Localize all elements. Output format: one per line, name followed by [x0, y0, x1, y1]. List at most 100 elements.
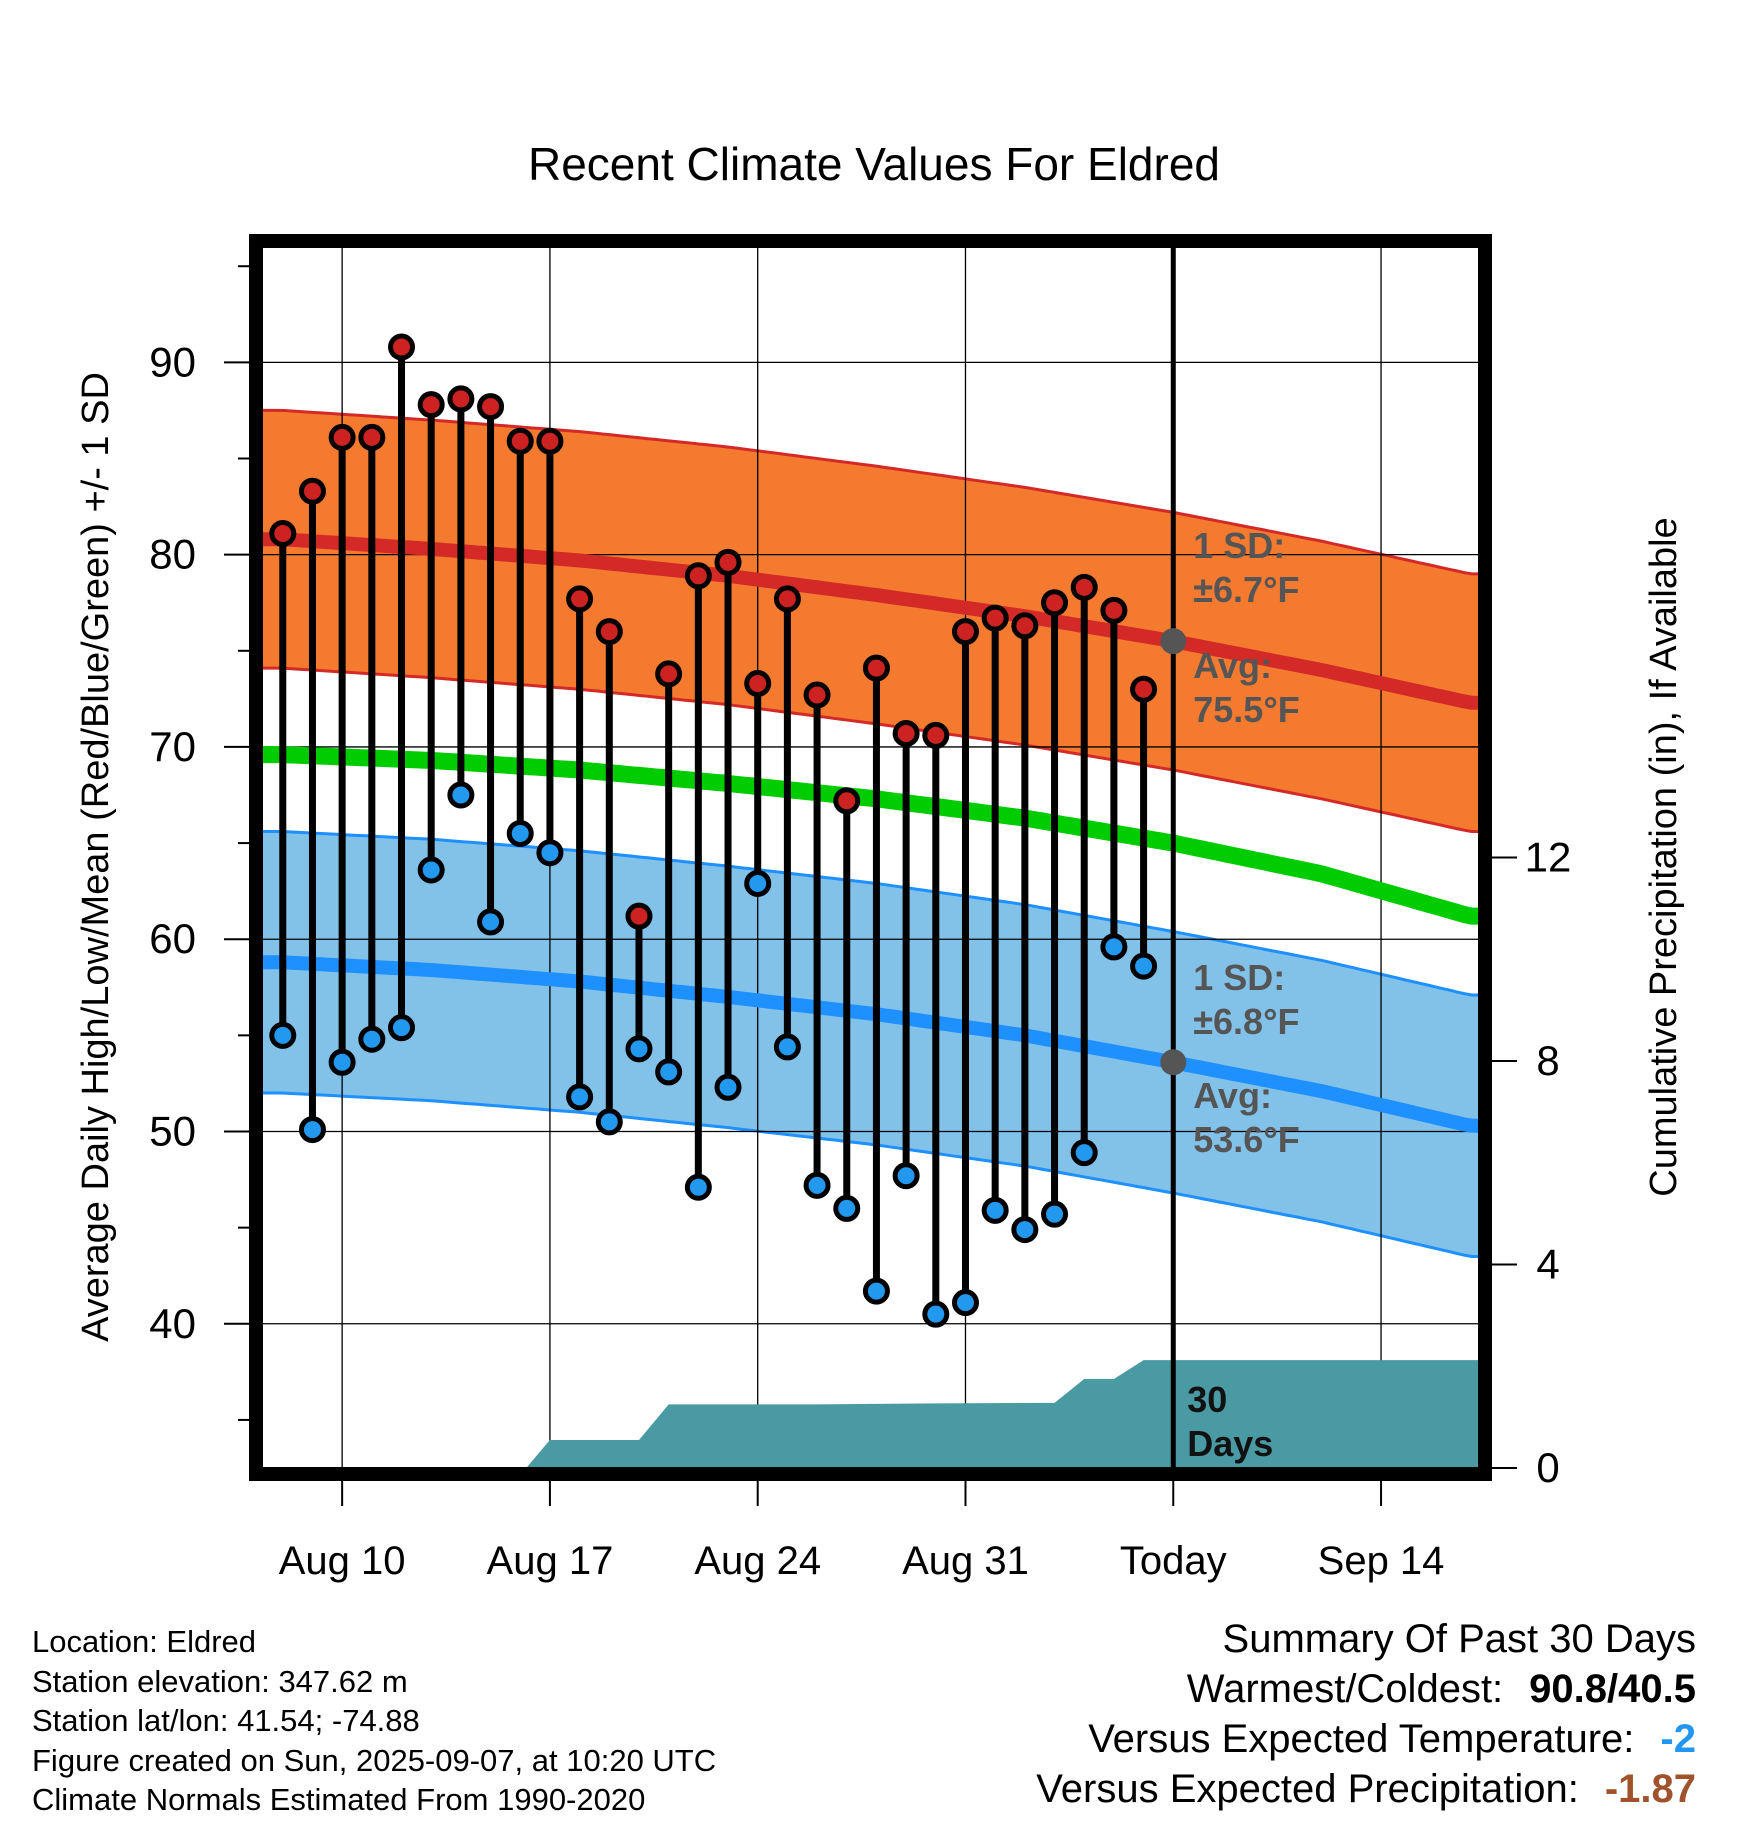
low-sd-band — [262, 831, 1479, 1257]
high-point-20 — [862, 654, 890, 682]
summary-precip-value: -1.87 — [1604, 1767, 1696, 1811]
low-point-16 — [744, 869, 772, 897]
summary-temp-value: -2 — [1660, 1717, 1696, 1761]
x-axis-label: Day — [838, 1605, 909, 1610]
low-point-29 — [1130, 952, 1158, 980]
chart-title: Recent Climate Values For Eldred — [528, 138, 1220, 190]
annotation-low-avg-0: Avg: — [1193, 1075, 1272, 1116]
low-point-22 — [922, 1300, 950, 1328]
low-point-19 — [833, 1194, 861, 1222]
high-point-13 — [655, 660, 683, 688]
low-point-27 — [1070, 1139, 1098, 1167]
low-point-8 — [506, 819, 534, 847]
high-point-25 — [1011, 612, 1039, 640]
xtick-label-21: Aug 31 — [902, 1539, 1029, 1583]
plot-frame — [249, 234, 1492, 1481]
annotation-high-sd-1: ±6.7°F — [1193, 569, 1299, 610]
normal-low-line — [262, 955, 1479, 1133]
low-point-9 — [536, 839, 564, 867]
high-point-19 — [833, 787, 861, 815]
today-high-avg-marker — [1160, 628, 1187, 655]
xtick-label-28: Today — [1120, 1539, 1227, 1583]
y2tick-label-4: 4 — [1536, 1241, 1559, 1288]
low-point-0 — [269, 1021, 297, 1049]
summary-warmest-value: 90.8/40.5 — [1529, 1667, 1696, 1711]
ytick-label-80: 80 — [149, 531, 196, 578]
low-point-18 — [803, 1171, 831, 1199]
high-point-29 — [1130, 675, 1158, 703]
annotation-precip-days-1: Days — [1187, 1423, 1273, 1464]
low-point-12 — [625, 1035, 653, 1063]
y2tick-label-8: 8 — [1536, 1037, 1559, 1084]
high-sd-band-upper-edge — [262, 408, 1479, 576]
annotation-precip-days-0: 30 — [1187, 1379, 1227, 1420]
high-point-17 — [773, 585, 801, 613]
info-elevation: Station elevation: 347.62 m — [32, 1663, 408, 1699]
y2tick-label-12: 12 — [1525, 834, 1572, 881]
high-point-15 — [714, 548, 742, 576]
high-point-23 — [951, 618, 979, 646]
high-point-12 — [625, 902, 653, 930]
low-sd-band-lower-edge — [262, 1091, 1479, 1258]
high-point-4 — [388, 333, 416, 361]
low-point-25 — [1011, 1216, 1039, 1244]
low-point-21 — [892, 1162, 920, 1190]
normal-high-line — [262, 532, 1479, 710]
xtick-label-7: Aug 17 — [487, 1539, 614, 1583]
ytick-label-90: 90 — [149, 338, 196, 385]
high-point-27 — [1070, 573, 1098, 601]
precip-area — [526, 1360, 1479, 1468]
normal-lines — [262, 247, 1479, 1468]
daily-range-bars — [279, 346, 1148, 1315]
annotation-high-sd-0: 1 SD: — [1193, 525, 1285, 566]
info-created: Figure created on Sun, 2025-09-07, at 10… — [32, 1742, 717, 1778]
low-point-17 — [773, 1033, 801, 1061]
station-info: Location: Eldred Station elevation: 347.… — [32, 1622, 716, 1820]
y2-axis-label: Cumulative Precipitation (in), If Availa… — [1643, 517, 1685, 1196]
low-point-5 — [417, 856, 445, 884]
ytick-label-40: 40 — [149, 1300, 196, 1347]
low-point-7 — [477, 908, 505, 936]
low-point-14 — [684, 1173, 712, 1201]
summary-warmest-row: Warmest/Coldest: 90.8/40.5 — [1036, 1664, 1696, 1714]
high-point-18 — [803, 681, 831, 709]
chart-text: Recent Climate Values For Eldred40506070… — [75, 138, 1685, 1610]
summary-precip-row: Versus Expected Precipitation: -1.87 — [1036, 1764, 1696, 1814]
high-point-1 — [298, 477, 326, 505]
low-point-6 — [447, 781, 475, 809]
axis-ticks — [224, 265, 1517, 1506]
low-point-11 — [595, 1108, 623, 1136]
daily-dots — [269, 333, 1187, 1328]
annotation-low-sd-0: 1 SD: — [1193, 957, 1285, 998]
high-point-0 — [269, 520, 297, 548]
xtick-label-0: Aug 10 — [279, 1539, 406, 1583]
summary-precip-label: Versus Expected Precipitation: — [1036, 1767, 1579, 1811]
normal-mean-line — [262, 746, 1479, 925]
low-sd-band-upper-edge — [262, 830, 1479, 997]
high-point-24 — [981, 604, 1009, 632]
y-axis-label: Average Daily High/Low/Mean (Red/Blue/Gr… — [75, 372, 117, 1342]
cumulative-precip-area — [526, 1360, 1479, 1468]
low-point-26 — [1041, 1200, 1069, 1228]
today-low-avg-marker — [1160, 1049, 1187, 1076]
low-point-20 — [862, 1277, 890, 1305]
high-point-3 — [358, 423, 386, 451]
high-point-16 — [744, 669, 772, 697]
low-point-4 — [388, 1014, 416, 1042]
low-point-10 — [566, 1083, 594, 1111]
y2tick-label-0: 0 — [1536, 1444, 1559, 1491]
low-point-3 — [358, 1025, 386, 1053]
low-point-1 — [298, 1116, 326, 1144]
low-point-2 — [328, 1048, 356, 1076]
summary-warmest-label: Warmest/Coldest: — [1186, 1667, 1504, 1711]
xtick-label-35: Sep 14 — [1318, 1539, 1445, 1583]
xtick-label-14: Aug 24 — [694, 1539, 821, 1583]
low-point-23 — [951, 1289, 979, 1317]
high-point-26 — [1041, 589, 1069, 617]
ytick-label-70: 70 — [149, 723, 196, 770]
summary-panel: Summary Of Past 30 Days Warmest/Coldest:… — [1036, 1614, 1696, 1814]
annotation-low-sd-1: ±6.8°F — [1193, 1001, 1299, 1042]
high-point-21 — [892, 719, 920, 747]
annotation-low-avg-1: 53.6°F — [1193, 1119, 1299, 1160]
info-location: Location: Eldred — [32, 1624, 257, 1659]
